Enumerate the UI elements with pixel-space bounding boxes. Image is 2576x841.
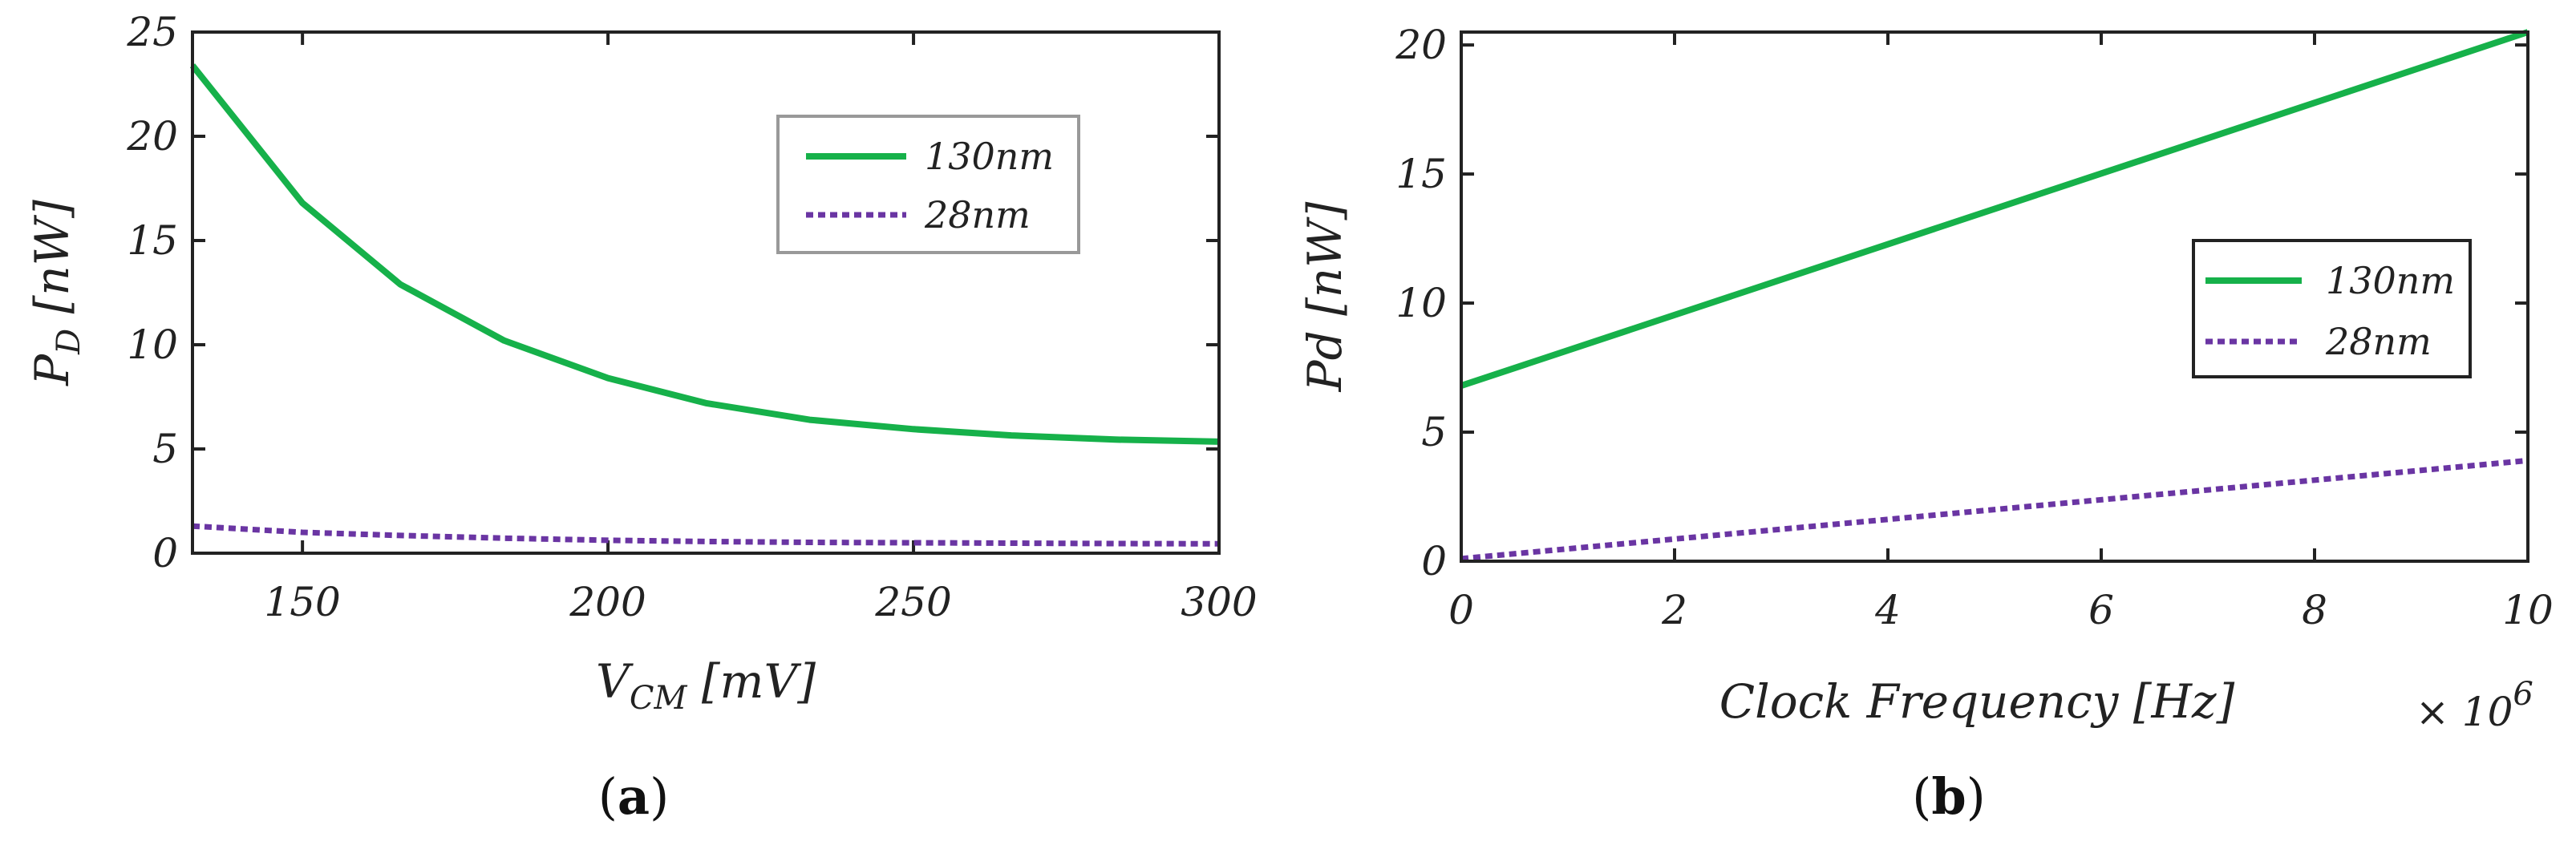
x-tick-label: 2 xyxy=(1661,587,1687,633)
chart-a-y-label: PD [nW] xyxy=(25,200,87,386)
y-tick-label: 5 xyxy=(1421,409,1447,455)
y-tick-label: 0 xyxy=(1421,538,1447,584)
x-tick-label: 6 xyxy=(2088,587,2114,633)
chart-a-y-label-sub: D xyxy=(51,329,87,355)
series-line-28nm xyxy=(192,523,1220,547)
chart-b-caption: (b) xyxy=(1912,767,1986,826)
x-tick-label: 300 xyxy=(1181,579,1257,625)
chart-a-x-label-unit: [mV] xyxy=(687,654,816,709)
chart-b-x-multiplier-exp: 6 xyxy=(2513,676,2533,713)
chart-b-x-multiplier: × 106 xyxy=(2416,676,2533,735)
chart-b-y-label: Pd [nW] xyxy=(1298,201,1352,392)
y-tick-label: 20 xyxy=(1395,22,1447,68)
x-tick-label: 4 xyxy=(1874,587,1901,633)
y-tick-label: 5 xyxy=(152,426,178,472)
chart-b-x-multiplier-base: × 10 xyxy=(2416,689,2513,735)
y-tick-label: 10 xyxy=(127,321,178,368)
y-tick-label: 0 xyxy=(152,530,178,576)
chart-a-y-label-main: P xyxy=(25,354,79,386)
chart-b-legend: 130nm 28nm xyxy=(2192,239,2472,378)
x-tick-label: 10 xyxy=(2502,587,2554,633)
chart-a-series xyxy=(189,63,1220,547)
x-tick-label: 8 xyxy=(2302,587,2327,633)
chart-a-y-label-unit: [nW] xyxy=(25,200,79,329)
chart-a-legend-box xyxy=(776,115,1080,254)
x-tick-label: 250 xyxy=(874,579,951,625)
chart-a-x-label-main: V xyxy=(596,654,634,709)
y-tick-label: 15 xyxy=(127,217,178,264)
chart-a-tick-labels: 150 200 250 300 0 5 10 15 20 25 xyxy=(126,9,1257,625)
series-line-130nm xyxy=(1460,29,2529,389)
chart-a-legend: 130nm 28nm xyxy=(776,115,1080,254)
x-tick-label: 0 xyxy=(1448,587,1474,633)
y-tick-label: 10 xyxy=(1395,280,1447,326)
chart-b-legend-label-28nm: 28nm xyxy=(2325,320,2432,363)
chart-a-legend-label-28nm: 28nm xyxy=(924,193,1031,237)
chart-a-x-label: VCM [mV] xyxy=(596,654,816,717)
chart-b-tick-labels: 0 2 4 6 8 10 0 5 10 15 20 xyxy=(1395,22,2553,633)
y-tick-label: 25 xyxy=(126,9,178,55)
chart-a-caption: (a) xyxy=(598,767,670,826)
chart-b: 0 2 4 6 8 10 0 5 10 15 20 Pd [nW] Clock Frequency … xyxy=(1298,22,2554,826)
y-tick-label: 15 xyxy=(1395,151,1447,197)
series-line-130nm xyxy=(189,63,1220,445)
chart-b-series xyxy=(1460,29,2529,562)
chart-a-plot-area xyxy=(191,30,1221,555)
chart-b-plot-area xyxy=(1460,30,2529,563)
chart-b-legend-label-130nm: 130nm xyxy=(2326,259,2455,302)
series-line-28nm xyxy=(1460,457,2529,562)
y-tick-label: 20 xyxy=(126,113,178,160)
chart-b-x-label: Clock Frequency [Hz] xyxy=(1719,674,2235,729)
chart-a-caption-text: (a) xyxy=(598,767,670,826)
chart-a-x-label-sub: CM xyxy=(630,680,688,717)
chart-a-legend-label-130nm: 130nm xyxy=(925,135,1054,178)
chart-b-caption-text: (b) xyxy=(1912,767,1986,826)
chart-b-legend-box xyxy=(2192,239,2472,378)
x-tick-label: 200 xyxy=(569,579,646,625)
chart-a-ticks xyxy=(192,30,1221,555)
x-tick-label: 150 xyxy=(264,579,340,625)
